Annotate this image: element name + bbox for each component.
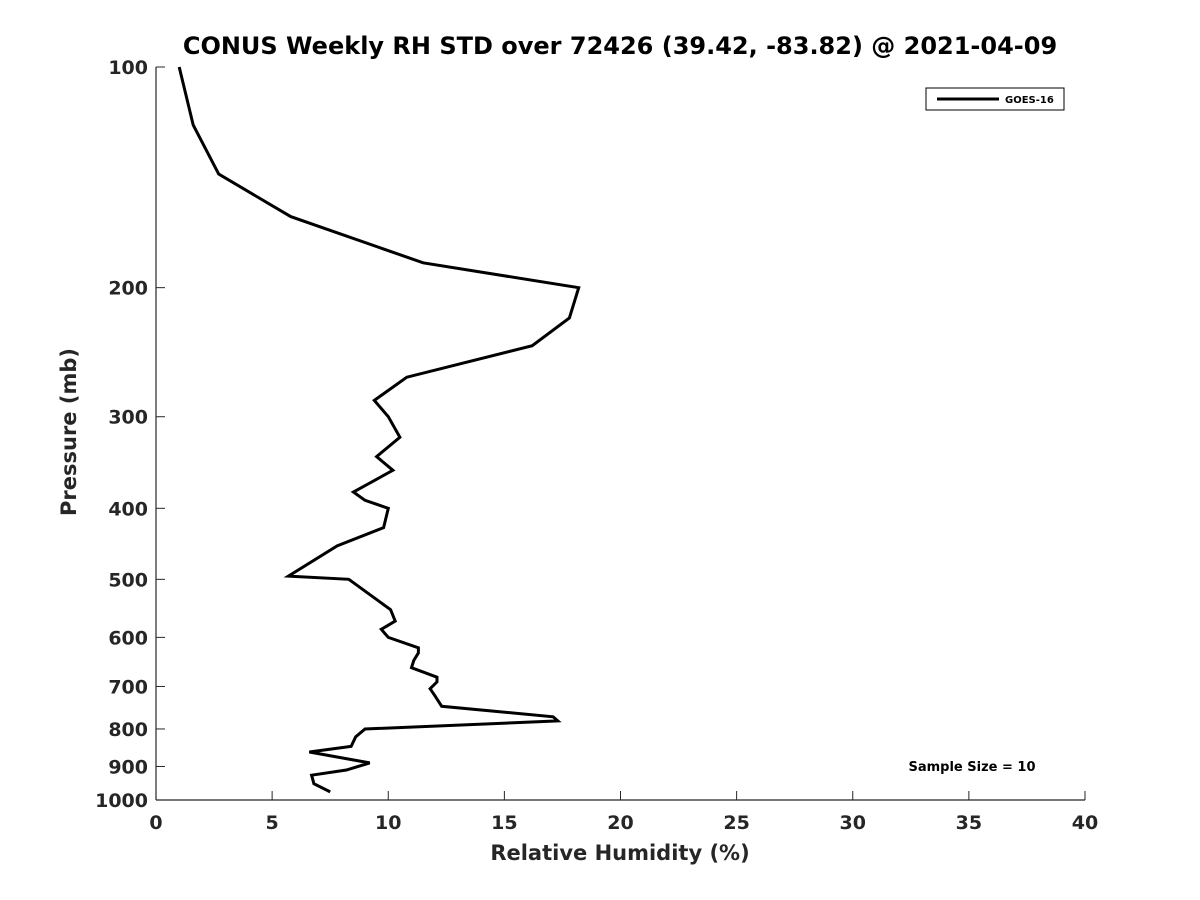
y-tick-label: 200 <box>108 278 148 300</box>
y-tick-label: 800 <box>108 719 148 741</box>
x-tick-label: 40 <box>1072 812 1098 834</box>
y-tick-label: 700 <box>108 676 148 698</box>
y-tick-label: 600 <box>108 627 148 649</box>
y-tick-label: 1000 <box>95 790 148 812</box>
legend-label-goes-16: GOES-16 <box>1005 95 1054 106</box>
x-tick-label: 20 <box>607 812 633 834</box>
x-tick-label: 0 <box>149 812 162 834</box>
x-tick-label: 35 <box>956 812 982 834</box>
y-tick-label: 500 <box>108 569 148 591</box>
y-tick-label: 400 <box>108 498 148 520</box>
x-tick-label: 5 <box>266 812 279 834</box>
x-axis-ticks: 0 5 10 15 20 25 30 35 40 <box>149 791 1098 834</box>
series-line-goes-16 <box>177 66 581 794</box>
x-tick-label: 30 <box>840 812 866 834</box>
y-tick-label: 100 <box>108 57 148 79</box>
y-tick-label: 300 <box>108 407 148 429</box>
series-layer <box>177 66 581 794</box>
y-axis-label: Pressure (mb) <box>57 348 81 516</box>
x-tick-label: 15 <box>491 812 517 834</box>
sample-size-annotation: Sample Size = 10 <box>908 760 1035 775</box>
plot-axes <box>155 67 1085 801</box>
y-axis-ticks: 100 200 300 400 500 600 700 800 900 1000 <box>95 57 165 812</box>
chart-title: CONUS Weekly RH STD over 72426 (39.42, -… <box>183 32 1057 60</box>
y-tick-label: 900 <box>108 756 148 778</box>
x-tick-label: 10 <box>375 812 401 834</box>
x-tick-label: 25 <box>723 812 749 834</box>
x-axis-label: Relative Humidity (%) <box>490 841 749 865</box>
legend: GOES-16 <box>925 87 1065 111</box>
